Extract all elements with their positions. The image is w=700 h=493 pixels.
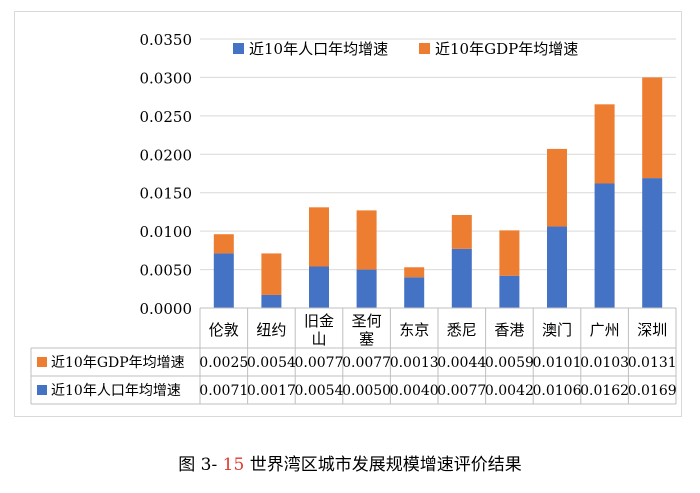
- x-category-label-line: 塞: [359, 330, 374, 348]
- bar-segment: [404, 277, 425, 308]
- y-tick-label: 0.0050: [140, 262, 193, 280]
- caption-prefix: 图 3-: [178, 455, 223, 475]
- x-category-label-line: 山: [311, 330, 326, 348]
- x-category-label-line: 圣何: [352, 312, 382, 330]
- bar-segment: [356, 269, 377, 308]
- table-value: 0.0025: [199, 355, 248, 371]
- table-value: 0.0054: [295, 383, 344, 399]
- y-tick-label: 0.0100: [140, 223, 193, 241]
- chart-frame: 0.0000 0.0050 0.0100 0.0150 0.0200 0.0250 0.03…: [14, 11, 682, 417]
- x-category-label: 伦敦: [209, 321, 239, 339]
- bar-segment: [499, 275, 520, 308]
- table-value: 0.0169: [628, 383, 677, 399]
- x-category-label: 澳门: [542, 321, 572, 339]
- x-category-label: 东京: [399, 321, 429, 339]
- stacked-bar-chart: 0.0000 0.0050 0.0100 0.0150 0.0200 0.0250 0.03…: [30, 31, 677, 405]
- table-value: 0.0054: [247, 355, 296, 371]
- bar-segment: [356, 210, 377, 270]
- bar-segment: [451, 215, 472, 249]
- table-value: 0.0103: [580, 355, 629, 371]
- bar-segment: [642, 178, 663, 308]
- table-value: 0.0106: [533, 383, 582, 399]
- x-category-label: 深圳: [637, 321, 667, 339]
- y-tick-label: 0.0200: [140, 146, 193, 164]
- legend-label: 近10年人口年均增速: [249, 40, 388, 58]
- bar-segment: [547, 226, 567, 308]
- bar-segment: [261, 294, 282, 308]
- table-value: 0.0077: [295, 355, 344, 371]
- y-tick-label: 0.0250: [140, 108, 193, 126]
- table-value: 0.0131: [628, 355, 677, 371]
- bar-segment: [642, 77, 663, 179]
- y-tick-label: 0.0000: [140, 300, 193, 318]
- table-value: 0.0013: [390, 355, 439, 371]
- y-tick-label: 0.0150: [140, 185, 193, 203]
- table-legend-key: [37, 385, 47, 395]
- table-value: 0.0050: [342, 383, 391, 399]
- x-category-label: 广州: [590, 321, 620, 339]
- caption-text: 世界湾区城市发展规模增速评价结果: [244, 455, 522, 475]
- table-value: 0.0101: [533, 355, 582, 371]
- bar-segment: [594, 183, 615, 308]
- table-series-name: 近10年GDP年均增速: [51, 355, 185, 371]
- table-value: 0.0162: [580, 383, 629, 399]
- y-tick-label: 0.0300: [140, 69, 193, 87]
- x-category-label: 香港: [494, 321, 524, 339]
- legend-label: 近10年GDP年均增速: [435, 40, 578, 58]
- bar-segment: [309, 207, 329, 267]
- x-category-label: 悉尼: [447, 321, 477, 339]
- bar-segment: [213, 253, 234, 308]
- table-value: 0.0044: [437, 355, 486, 371]
- table-value: 0.0077: [342, 355, 391, 371]
- table-legend-key: [37, 357, 47, 367]
- legend-key: [419, 43, 430, 54]
- figure-caption: 图 3- 15 世界湾区城市发展规模增速评价结果: [0, 450, 700, 475]
- bar-segment: [404, 267, 425, 278]
- x-category-label: 纽约: [256, 321, 286, 339]
- bar-segment: [451, 248, 472, 308]
- table-value: 0.0059: [485, 355, 534, 371]
- table-value: 0.0071: [199, 383, 248, 399]
- caption-number: 15: [222, 455, 245, 475]
- y-tick-label: 0.0350: [140, 31, 193, 49]
- bar-segment: [547, 148, 567, 227]
- bar-segment: [261, 253, 282, 295]
- bar-segment: [309, 266, 329, 308]
- bar-segment: [594, 104, 615, 184]
- x-category-label-line: 旧金: [304, 312, 334, 330]
- bar-segment: [499, 230, 520, 276]
- bar-segment: [213, 234, 234, 254]
- table-value: 0.0017: [247, 383, 296, 399]
- table-series-name: 近10年人口年均增速: [51, 383, 181, 399]
- legend-key: [233, 43, 244, 54]
- table-value: 0.0042: [485, 383, 534, 399]
- table-value: 0.0077: [437, 383, 486, 399]
- table-value: 0.0040: [390, 383, 439, 399]
